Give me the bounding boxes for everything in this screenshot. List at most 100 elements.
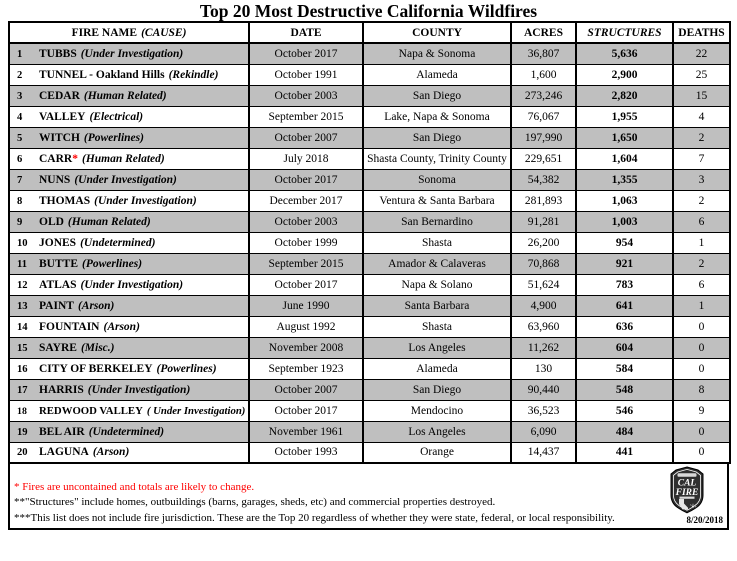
- date-cell: July 2018: [283, 152, 329, 165]
- structures-cell: 783: [615, 278, 634, 291]
- deaths-cell: 4: [698, 110, 705, 123]
- table-row: 20 LAGUNA (Arson) October 1993 Orange 14,4…: [8, 441, 731, 464]
- table-body: 1 TUBBS (Under Investigation) October 2017…: [8, 42, 731, 464]
- rank: 8: [17, 195, 23, 207]
- fire-name-cell: 4 VALLEY (Electrical): [8, 105, 250, 128]
- table-row: 17 HARRIS (Under Investigation) October 20…: [8, 378, 731, 401]
- table-header: FIRE NAME (CAUSE) DATE COUNTY ACRES STRUC…: [8, 21, 731, 44]
- deaths-cell: 7: [698, 152, 705, 165]
- california-silhouette-icon: [679, 499, 688, 510]
- table-header-row: FIRE NAME (CAUSE) DATE COUNTY ACRES STRUC…: [8, 21, 731, 44]
- rank: 6: [17, 153, 23, 165]
- acres-cell: 90,440: [527, 383, 560, 396]
- county-cell: Alameda: [416, 68, 458, 81]
- rank: 11: [17, 258, 27, 270]
- fire-cause: (Arson): [92, 446, 130, 459]
- date-cell: October 2017: [274, 173, 338, 186]
- fire-name-cell: 18 REDWOOD VALLEY( Under Investigation): [8, 399, 250, 422]
- acres-cell: 130: [534, 362, 553, 375]
- acres-cell: 11,262: [527, 341, 560, 354]
- fire-cause: (Human Related): [67, 215, 151, 228]
- fire-name: JONES: [39, 236, 77, 249]
- deaths-cell: 9: [698, 404, 705, 417]
- deaths-cell: 0: [698, 362, 705, 375]
- table-row: 2 TUNNEL - Oakland Hills (Rekindle) Octobe…: [8, 63, 731, 86]
- structures-cell: 2,820: [611, 89, 638, 102]
- fire-name-cell: 2 TUNNEL - Oakland Hills (Rekindle): [8, 63, 250, 86]
- date-cell: October 2007: [274, 383, 338, 396]
- county-cell: Los Angeles: [408, 341, 466, 354]
- county-cell: Orange: [420, 446, 454, 459]
- col-header-structures: STRUCTURES: [575, 21, 674, 44]
- col-header-county: COUNTY: [362, 21, 512, 44]
- acres-cell: 14,437: [527, 446, 560, 459]
- fire-cause: (Undetermined): [80, 236, 156, 249]
- acres-cell: 229,651: [524, 152, 563, 165]
- fire-name: BUTTE: [39, 257, 78, 270]
- fire-name: TUBBS: [39, 47, 77, 60]
- deaths-cell: 6: [698, 278, 705, 291]
- county-cell: San Diego: [412, 383, 462, 396]
- fire-cause: ( Under Investigation): [146, 404, 246, 417]
- logo-lower-banner: [679, 496, 695, 499]
- structures-cell: 954: [615, 236, 634, 249]
- col-header-cause-label: (CAUSE): [141, 26, 187, 39]
- date-cell: October 2003: [274, 215, 338, 228]
- county-cell: Mendocino: [410, 404, 464, 417]
- deaths-cell: 0: [698, 425, 705, 438]
- table-row: 8 THOMAS (Under Investigation) December 20…: [8, 189, 731, 212]
- date-cell: October 1993: [274, 446, 338, 459]
- date-cell: October 1999: [274, 236, 338, 249]
- date-cell: October 2003: [274, 89, 338, 102]
- table-row: 15 SAYRE (Misc.) November 2008 Los Angeles…: [8, 336, 731, 359]
- date-cell: October 2017: [274, 404, 338, 417]
- acres-cell: 36,807: [527, 47, 560, 60]
- structures-cell: 1,604: [611, 152, 638, 165]
- county-cell: Shasta County, Trinity County: [367, 152, 507, 165]
- acres-cell: 51,624: [527, 278, 560, 291]
- fire-name: WITCH: [39, 131, 80, 144]
- county-cell: Los Angeles: [408, 425, 466, 438]
- rank: 5: [17, 132, 23, 144]
- footer-box: * Fires are uncontained and totals are l…: [8, 462, 729, 530]
- fire-cause: (Misc.): [80, 341, 115, 354]
- col-header-fire-name: FIRE NAME (CAUSE): [8, 21, 250, 44]
- acres-cell: 91,281: [527, 215, 560, 228]
- footnote-uncontained: * Fires are uncontained and totals are l…: [14, 480, 255, 493]
- acres-cell: 26,200: [527, 236, 560, 249]
- date-cell: September 2015: [268, 257, 344, 270]
- table-row: 19 BEL AIR (Undetermined) November 1961 Lo…: [8, 420, 731, 443]
- fire-name-cell: 19 BEL AIR (Undetermined): [8, 420, 250, 443]
- table-row: 11 BUTTE (Powerlines) September 2015 Amado…: [8, 252, 731, 275]
- rank: 18: [17, 405, 27, 417]
- fire-name-cell: 20 LAGUNA (Arson): [8, 441, 250, 464]
- fire-cause: (Under Investigation): [87, 383, 191, 396]
- table-row: 7 NUNS (Under Investigation) October 2017 …: [8, 168, 731, 191]
- wildfires-table: FIRE NAME (CAUSE) DATE COUNTY ACRES STRUC…: [8, 21, 731, 464]
- date-cell: June 1990: [282, 299, 330, 312]
- structures-cell: 5,636: [611, 47, 638, 60]
- structures-cell: 546: [615, 404, 634, 417]
- structures-cell: 1,650: [611, 131, 638, 144]
- county-cell: Sonoma: [418, 173, 456, 186]
- fire-name: LAGUNA: [39, 446, 89, 459]
- acres-cell: 70,868: [527, 257, 560, 270]
- acres-cell: 36,523: [527, 404, 560, 417]
- structures-cell: 604: [615, 341, 634, 354]
- date-cell: September 2015: [268, 110, 344, 123]
- table-row: 3 CEDAR (Human Related) October 2003 San D…: [8, 84, 731, 107]
- fire-name: FOUNTAIN: [39, 320, 100, 333]
- table-row: 6 CARR* (Human Related) July 2018 Shasta C…: [8, 147, 731, 170]
- logo-text-cal: CAL: [678, 479, 697, 489]
- fire-name: CEDAR: [39, 89, 80, 102]
- deaths-cell: 15: [695, 89, 708, 102]
- table-row: 18 REDWOOD VALLEY( Under Investigation) O…: [8, 399, 731, 422]
- rank: 2: [17, 69, 23, 81]
- rank: 16: [17, 363, 28, 375]
- rank: 13: [17, 300, 28, 312]
- fire-cause: (Under Investigation): [80, 278, 184, 291]
- fire-name: HARRIS: [39, 383, 84, 396]
- fire-name-cell: 9 OLD (Human Related): [8, 210, 250, 233]
- fire-name: NUNS: [39, 173, 71, 186]
- sun-rays-icon: [690, 503, 697, 508]
